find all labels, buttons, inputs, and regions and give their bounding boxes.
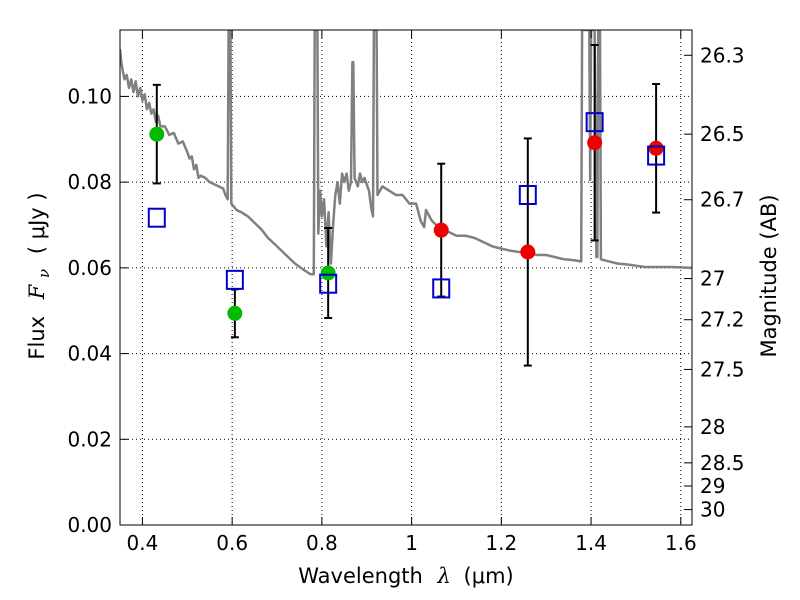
green-data-point (320, 265, 336, 281)
green-data-point (149, 126, 165, 142)
right-tick-label: 29 (700, 474, 725, 498)
x-tick-label: 0.4 (127, 531, 159, 555)
model-square-point (319, 273, 338, 294)
y-tick-label: 0.00 (67, 513, 112, 537)
y-axis-label: Flux F ν ( μJy ) (25, 192, 54, 359)
model-square-point (225, 269, 244, 290)
plot-frame (119, 29, 693, 526)
spectrum-series (120, 30, 692, 276)
red-data-point (587, 135, 603, 151)
right-tick-label: 28 (700, 415, 725, 439)
model-square-point (647, 145, 666, 166)
model-square-point (147, 207, 166, 228)
y-tick-label: 0.10 (67, 84, 112, 108)
red-data-point (433, 222, 449, 238)
x-tick-label: 1.2 (485, 531, 517, 555)
x-tick-label: 0.8 (306, 531, 338, 555)
red-data-point (520, 244, 536, 260)
right-tick-label: 27.5 (700, 357, 745, 381)
x-tick-label: 0.6 (216, 531, 248, 555)
right-tick-label: 30 (700, 498, 725, 522)
right-axis-label: Magnitude (AB) (757, 194, 781, 357)
marker-series (147, 112, 666, 321)
right-tick-label: 27.2 (700, 308, 745, 332)
right-tick-label: 28.5 (700, 451, 745, 475)
spectrum-line (120, 30, 692, 276)
y-tick-label: 0.06 (67, 256, 112, 280)
y-tick-label: 0.02 (67, 427, 112, 451)
x-tick-label: 1.6 (665, 531, 697, 555)
y-axis-ticks: 0.00 0.02 0.04 0.06 0.08 0.10 (67, 84, 128, 537)
x-axis-label: Wavelength λ (μm) (298, 564, 513, 588)
x-tick-label: 1.4 (575, 531, 607, 555)
model-square-point (432, 278, 451, 299)
y-tick-label: 0.04 (67, 342, 112, 366)
model-square-point (518, 185, 537, 205)
right-tick-label: 26.7 (700, 188, 745, 212)
plot-background (120, 30, 692, 525)
red-data-point (648, 140, 664, 156)
x-axis-ticks: 0.4 0.6 0.8 1 1.2 1.4 1.6 (127, 30, 697, 555)
right-tick-label: 27 (700, 267, 725, 291)
green-data-point (227, 305, 243, 321)
right-tick-label: 26.5 (700, 122, 745, 146)
y-tick-label: 0.08 (67, 170, 112, 194)
x-tick-label: 1 (405, 531, 418, 555)
model-square-point (585, 112, 604, 133)
right-tick-label: 26.3 (700, 43, 745, 67)
